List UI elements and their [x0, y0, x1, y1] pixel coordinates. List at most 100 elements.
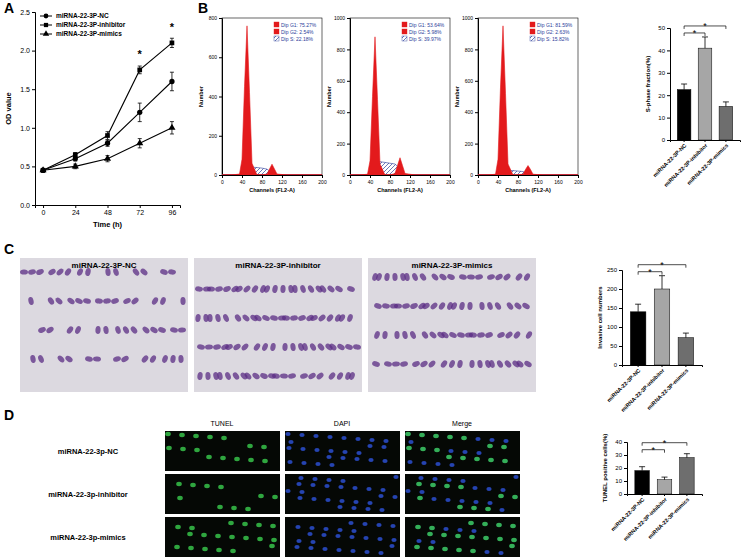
plot-area: [350, 37, 450, 175]
axis-line: [475, 19, 479, 176]
tick: 40: [658, 48, 670, 54]
tick-mark: [686, 494, 687, 496]
tick: 1.5: [20, 86, 35, 93]
x-axis-title: Time (h): [93, 220, 123, 229]
legend-entry: Dip G1: 81.59%: [530, 22, 573, 28]
tick-mark: [347, 112, 350, 113]
tick-label: 200: [318, 179, 327, 185]
annotation: *: [703, 21, 707, 31]
tick: 120: [534, 175, 543, 185]
plot-area: [677, 37, 732, 140]
marker: [105, 141, 110, 146]
axis-line: [347, 19, 351, 176]
tick-mark: [619, 308, 622, 309]
series-line: [43, 81, 172, 170]
tick: 150: [607, 305, 622, 311]
tick: 0: [214, 172, 222, 178]
tick-mark: [518, 175, 519, 178]
tick-label: 40: [615, 439, 622, 445]
figure: 0244872960.00.51.01.52.02.5Time (h)OD va…: [0, 0, 753, 559]
legend-entry: Dip S: 22.18%: [274, 36, 314, 42]
tick-label: 120: [534, 179, 543, 185]
tick-mark: [619, 346, 622, 347]
tick-label: 40: [496, 179, 502, 185]
series-area: [350, 158, 450, 175]
tick: 0: [342, 172, 350, 178]
tick-mark: [642, 494, 643, 496]
legend-label: miRNA-22-3P-inhibitor: [56, 21, 126, 28]
panel-letter: D: [4, 407, 14, 423]
tick-label: 10: [615, 478, 622, 484]
tick: 200: [574, 175, 583, 185]
tick: 80: [260, 175, 266, 185]
tick-mark: [667, 73, 670, 74]
tick: 40: [615, 439, 627, 445]
tick-mark: [282, 175, 283, 178]
tick-mark: [619, 365, 622, 366]
micrograph: [165, 474, 280, 514]
tick-mark: [638, 365, 639, 367]
error-bar: [170, 38, 174, 47]
tick-mark: [619, 270, 622, 271]
tick-label: 0.5: [20, 163, 30, 170]
error-bar: [659, 276, 665, 289]
error-bar: [106, 140, 110, 146]
plot-area: [478, 26, 578, 175]
tick: 400: [337, 109, 350, 115]
tick-label: 0: [342, 172, 345, 178]
tick-label: 400: [209, 94, 218, 100]
micrograph: [405, 431, 520, 471]
micrograph: [405, 474, 520, 514]
tick-label: 600: [209, 54, 218, 60]
x-axis-title: Channels (FL2-A): [505, 187, 551, 193]
tick-mark: [475, 81, 478, 82]
tick-label: 200: [337, 141, 346, 147]
y-axis-title: Number: [454, 85, 460, 107]
bar: [657, 480, 672, 494]
error-bar: [73, 153, 77, 158]
tick-mark: [664, 494, 665, 496]
y-axis: 02004006008001000: [462, 15, 479, 178]
x-axis: 024487296: [36, 205, 181, 216]
series-area: [478, 166, 578, 175]
tick-label: 200: [574, 179, 583, 185]
image-title: miRNA-22-3P-mimics: [412, 261, 493, 270]
tick: 160: [554, 175, 563, 185]
tick: 800: [465, 47, 478, 53]
tick-mark: [538, 175, 539, 178]
tick: 40: [496, 175, 502, 185]
tick: miRNA-22-3P-inhibitor: [622, 494, 668, 542]
tick-mark: [624, 455, 627, 456]
axis-line: [623, 366, 703, 368]
tick-mark: [624, 494, 627, 495]
legend-label: Dip G2: 2.63%: [537, 29, 570, 35]
tick: 80: [388, 175, 394, 185]
micrograph: [20, 258, 188, 392]
legend-entry: Dip G2: 2.63%: [530, 29, 570, 35]
tick-label: 30: [658, 70, 665, 76]
tick: 0: [619, 491, 627, 497]
tick-label: 50: [658, 25, 665, 31]
x-axis: miRNA-22-3P-NCmiRNA-22-3P-inhibitormiRNA…: [610, 494, 703, 542]
marker: [39, 166, 46, 172]
annotation: *: [652, 445, 656, 455]
axis-line: [671, 141, 741, 143]
axis-line: [479, 176, 579, 179]
column-title: DAPI: [334, 420, 350, 427]
tick: 600: [209, 54, 222, 60]
axis-line: [667, 29, 671, 141]
tick: 20: [615, 465, 627, 471]
marker: [168, 124, 175, 130]
tick: 200: [337, 141, 350, 147]
tick-mark: [108, 205, 109, 208]
annotation: *: [170, 21, 175, 33]
error-bar: [635, 304, 641, 312]
y-axis-title: Number: [326, 85, 332, 107]
tick-label: 2.0: [20, 47, 30, 54]
tick: 2.0: [20, 47, 35, 54]
tick-mark: [430, 175, 431, 178]
tick: 50: [658, 25, 670, 31]
tick-mark: [667, 140, 670, 141]
tick-label: miRNA-22-3P-mimics: [646, 367, 690, 411]
row-label: miRNA-22-3p-mimics: [50, 533, 125, 542]
